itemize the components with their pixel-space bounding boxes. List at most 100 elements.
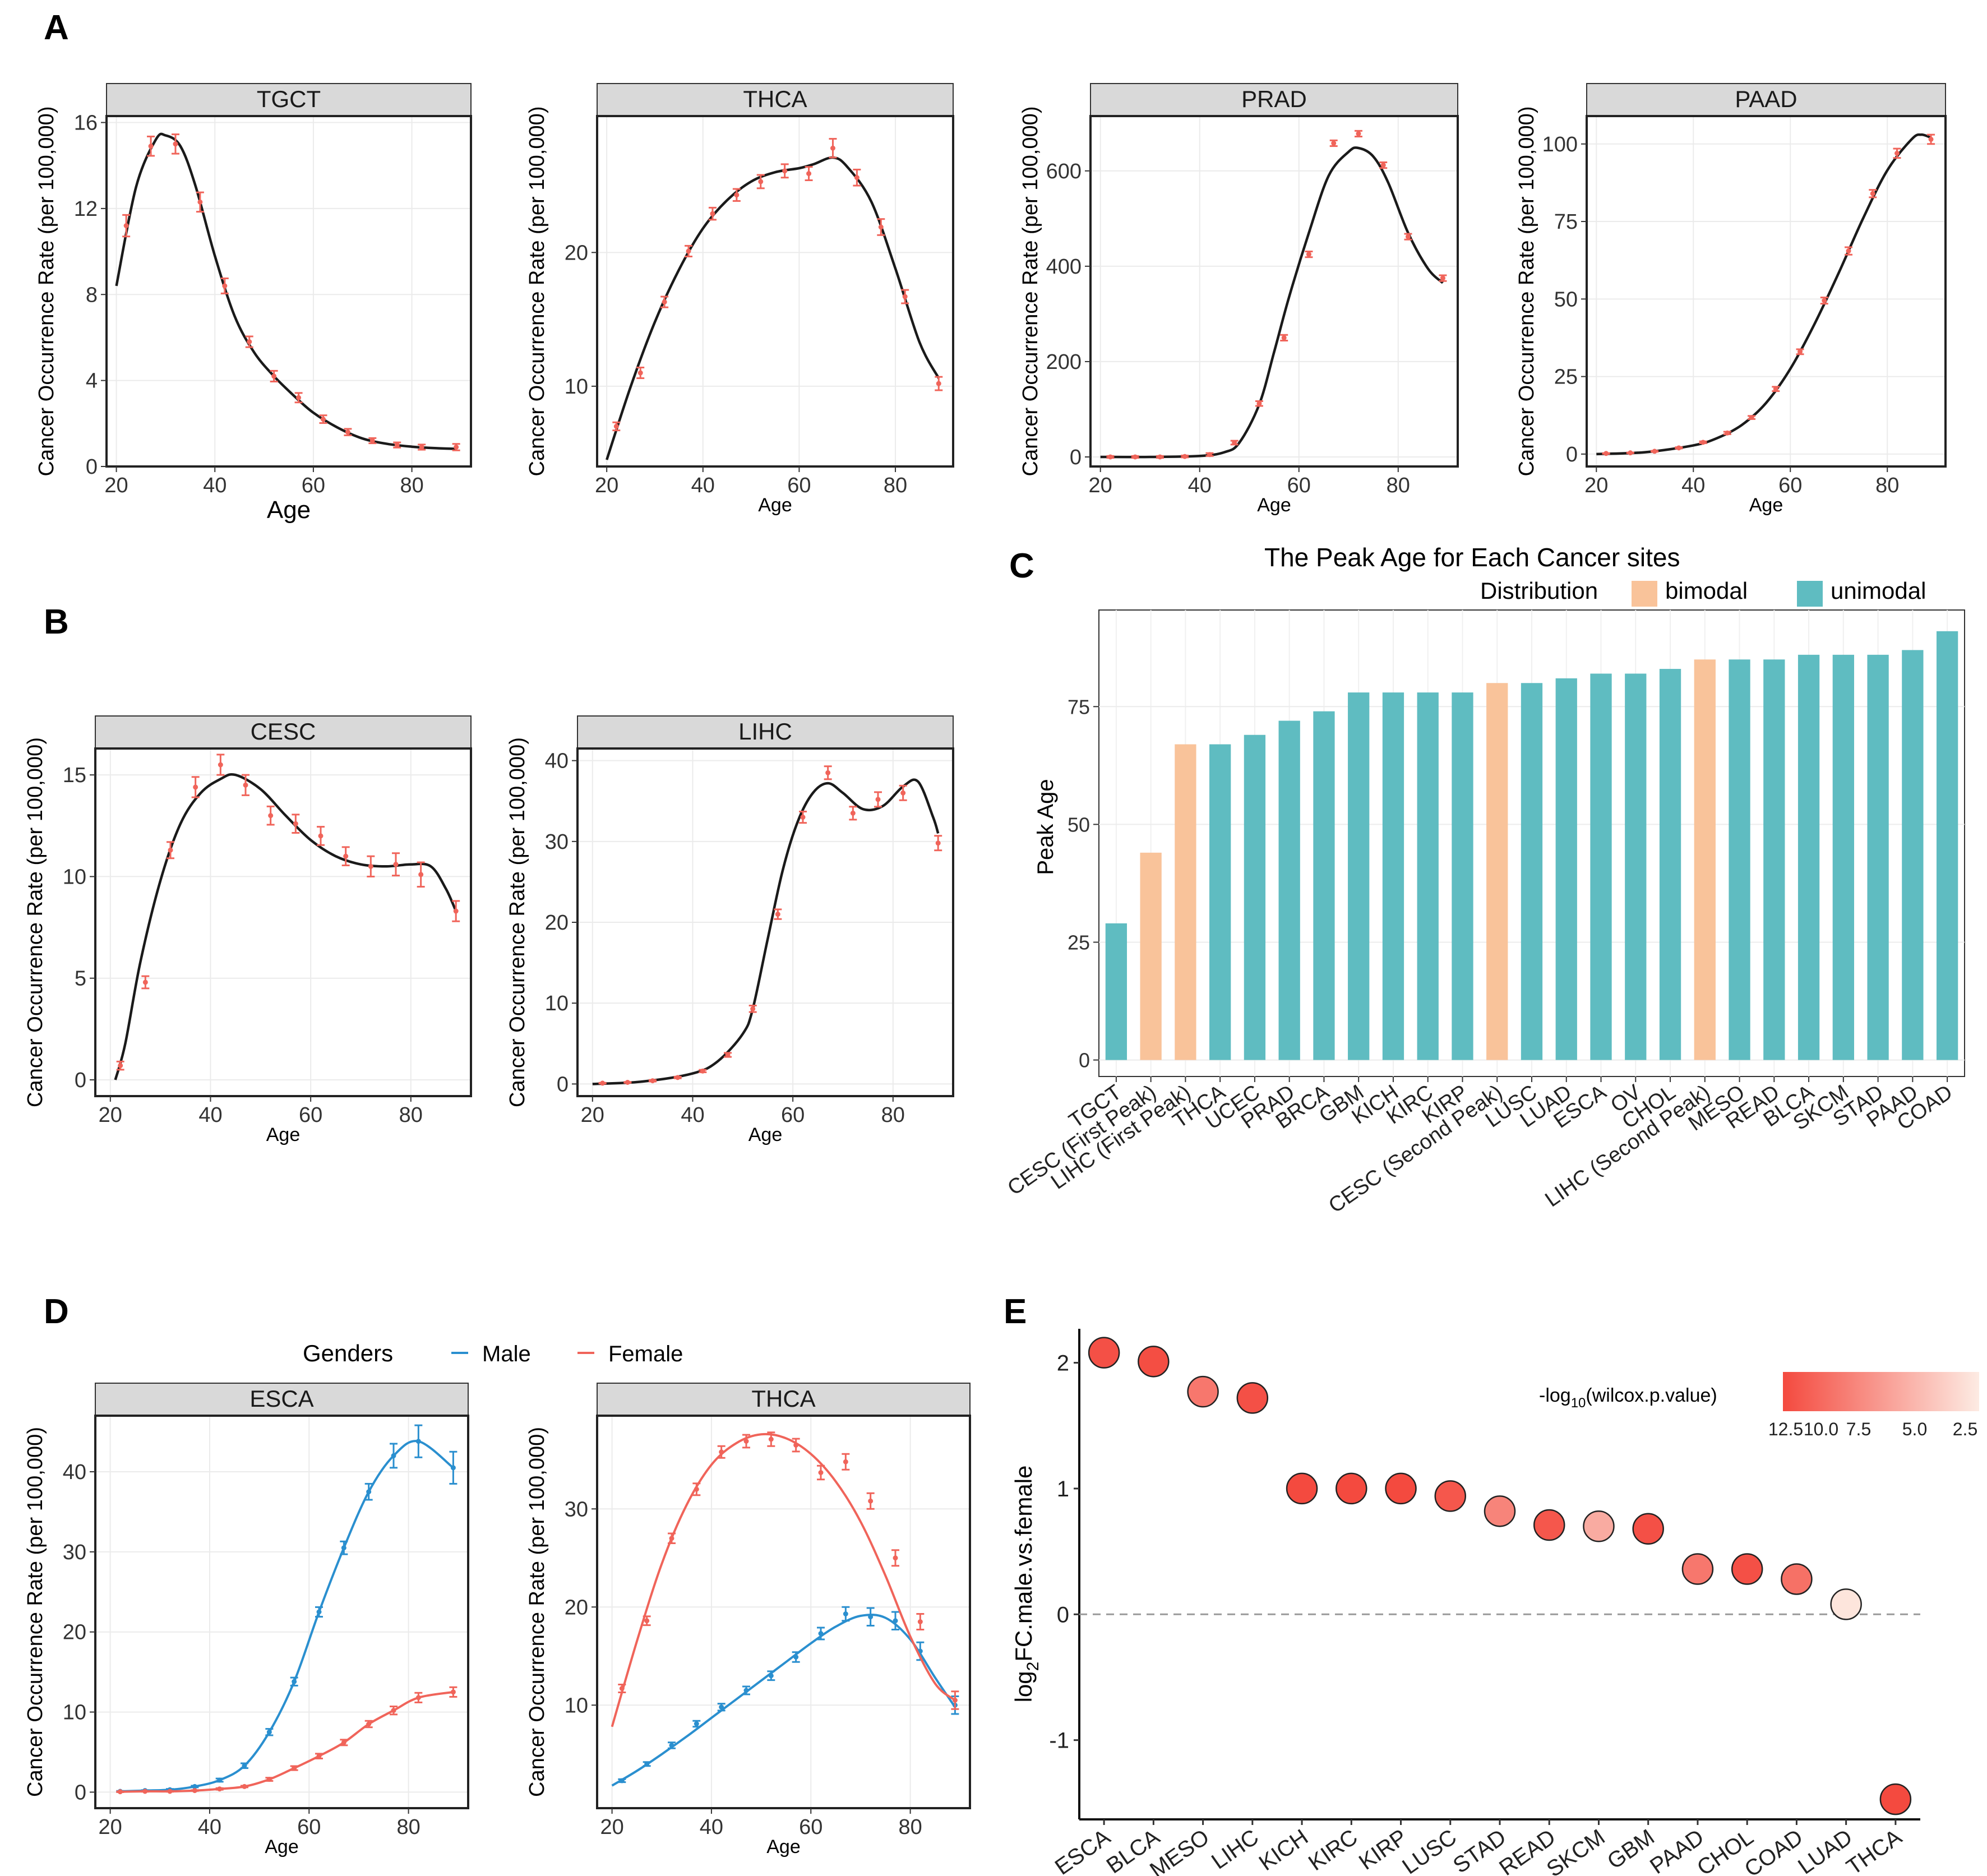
data-point: [1207, 452, 1212, 458]
y-tick-label: 20: [545, 911, 569, 935]
bar-luad: [1555, 678, 1577, 1060]
fit-curve: [115, 132, 456, 450]
series-line-female: [120, 1690, 454, 1793]
data-point: [644, 1761, 650, 1767]
bar-cesc-first-peak: [1140, 852, 1162, 1060]
data-point: [318, 833, 324, 839]
legend-label-unimodal: unimodal: [1831, 577, 1926, 604]
data-point: [843, 1611, 848, 1616]
data-point: [118, 1063, 123, 1069]
y-tick-label: 12: [74, 197, 98, 221]
y-axis-label: Cancer Occurrence Rate (per 100,000): [24, 1427, 47, 1797]
data-point: [662, 299, 667, 305]
data-point: [1652, 449, 1657, 454]
bar-meso: [1729, 659, 1750, 1060]
y-tick-label: 0: [86, 455, 98, 479]
bar-ucec: [1244, 734, 1266, 1060]
x-tick-label: 20: [104, 474, 128, 497]
dot-meso: [1187, 1375, 1219, 1408]
data-point: [217, 1786, 223, 1792]
data-point: [142, 1789, 148, 1794]
data-point: [1773, 386, 1778, 392]
bar-kirc: [1417, 692, 1439, 1060]
x-tick-label: 60: [1778, 474, 1802, 497]
facet-prad: PRAD 20 40 60 80 0 200 400 600 Age Cancer Occurren…: [1019, 83, 1459, 516]
fit-curve: [1596, 133, 1931, 456]
bar-lihc-second-peak: [1694, 659, 1716, 1060]
panel-d-legend: Genders Male Female: [303, 1340, 683, 1366]
dot-coad: [1781, 1563, 1813, 1595]
x-tick-label: 60: [787, 474, 811, 497]
panel-d-legend-title: Genders: [303, 1340, 393, 1366]
data-point: [450, 1689, 456, 1695]
data-point: [650, 1078, 655, 1084]
data-point: [1281, 335, 1287, 340]
data-point: [148, 144, 154, 149]
data-point: [341, 1545, 346, 1551]
data-point: [669, 1743, 674, 1748]
data-point: [900, 790, 906, 796]
y-axis-label: Cancer Occurrence Rate (per 100,000): [1515, 107, 1538, 477]
dot-skcm: [1583, 1510, 1615, 1542]
data-point: [902, 294, 908, 299]
legend-key-unimodal: [1797, 581, 1823, 607]
data-point: [167, 1789, 173, 1794]
legend-label-female: Female: [608, 1342, 683, 1366]
x-tick-label: 80: [881, 1103, 905, 1127]
dot-kirp: [1385, 1472, 1417, 1505]
panel-c-legend-title: Distribution: [1480, 577, 1598, 604]
y-tick-label: 0: [1079, 1049, 1090, 1072]
y-axis-label: Cancer Occurrence Rate (per 100,000): [525, 1427, 549, 1797]
y-tick-label: 25: [1554, 366, 1578, 389]
bar-paad: [1902, 650, 1924, 1060]
plot-frame: [94, 1415, 469, 1809]
y-tick-label: 0: [1057, 1602, 1069, 1627]
data-point: [293, 821, 298, 826]
dot-lusc: [1434, 1480, 1467, 1512]
bar-brca: [1313, 711, 1335, 1060]
x-tick-label: 40: [198, 1815, 221, 1839]
data-point: [217, 1777, 223, 1783]
panel-e-fold-change-dot-plot: log2FC.male.vs.female -log10(wilcox.p.va…: [1010, 1329, 1979, 1876]
data-point: [419, 444, 424, 450]
data-point: [734, 192, 740, 198]
y-axis-label: Cancer Occurrence Rate (per 100,000): [525, 107, 549, 477]
data-point: [345, 429, 350, 435]
panel-e-legend-title: -log10(wilcox.p.value): [1539, 1385, 1717, 1411]
data-point: [725, 1052, 731, 1057]
x-tick-label: 40: [1188, 474, 1212, 497]
dot-thca: [1879, 1783, 1912, 1815]
y-tick-label: 200: [1046, 350, 1082, 374]
data-point: [782, 168, 788, 174]
facet-strip: [106, 83, 472, 117]
data-point: [292, 1766, 297, 1771]
data-point: [271, 373, 277, 379]
data-point: [600, 1080, 606, 1086]
facet-strip-title: LIHC: [738, 718, 792, 745]
data-point: [793, 1655, 799, 1660]
data-point: [719, 1704, 724, 1710]
x-axis-label: Age: [1257, 495, 1291, 516]
data-point: [453, 908, 459, 914]
data-point: [1157, 454, 1163, 460]
x-tick-label: LIHC: [1207, 1824, 1263, 1874]
data-point: [316, 1609, 322, 1615]
y-tick-label: 10: [565, 1694, 588, 1717]
data-point: [806, 171, 812, 177]
x-tick-label: 80: [884, 474, 907, 497]
data-point: [868, 1498, 874, 1504]
x-tick-label: 80: [399, 1103, 423, 1127]
fit-curve: [606, 156, 940, 460]
data-point: [418, 872, 424, 877]
x-tick-label: 60: [781, 1103, 805, 1127]
facet-strip-title: ESCA: [249, 1385, 313, 1412]
data-point: [242, 1763, 247, 1768]
bar-read: [1763, 659, 1785, 1060]
legend-label-male: Male: [482, 1342, 531, 1366]
facet-strip: [95, 715, 472, 749]
x-tick-label: 20: [98, 1815, 122, 1839]
y-tick-label: 75: [1554, 210, 1578, 234]
y-tick-label: 2: [1057, 1351, 1069, 1376]
y-tick-label: 20: [565, 241, 588, 265]
